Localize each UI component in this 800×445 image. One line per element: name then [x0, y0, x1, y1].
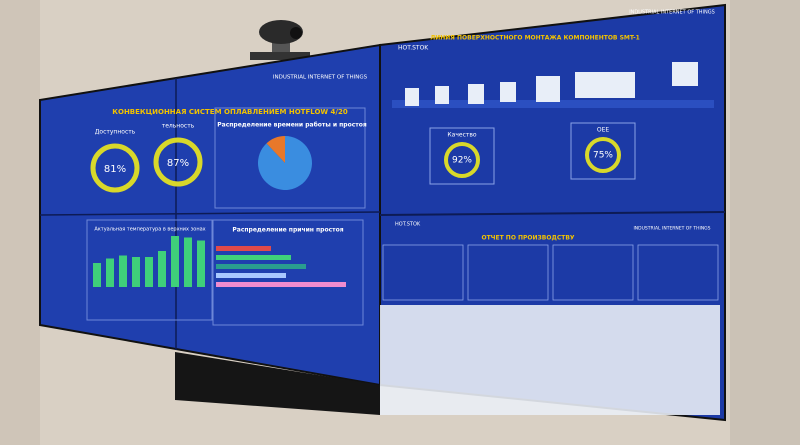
- bezel: [39, 211, 381, 216]
- machine: [575, 72, 635, 98]
- downtime-bar: [216, 282, 346, 287]
- report-chart: [552, 244, 634, 301]
- pie-slice: [266, 136, 285, 163]
- pie-title: Распределение времени работы и простоя: [217, 122, 367, 129]
- gauge-ring: [585, 137, 621, 173]
- report-chart: [382, 244, 464, 301]
- gauge-ring: [153, 137, 203, 187]
- gauge-ring: [90, 143, 140, 193]
- downtime-bar: [216, 273, 286, 278]
- soundbar: [175, 352, 380, 415]
- panel: [214, 107, 366, 209]
- gauge-label: OEE: [597, 127, 610, 134]
- title: КОНВЕКЦИОННАЯ СИСТЕМ ОПЛАВЛЕНИЕМ HOTFLOW…: [112, 108, 348, 116]
- temp-bar: [184, 237, 192, 287]
- panel: [212, 219, 364, 326]
- machine-strip: [392, 100, 714, 108]
- temp-bar: [158, 251, 166, 287]
- report-title: ОТЧЕТ ПО ПРОИЗВОДСТВУ: [481, 235, 574, 242]
- wall-shade: [0, 0, 40, 445]
- machine: [435, 86, 449, 104]
- gauge-value: 75%: [593, 151, 613, 161]
- temp-bar: [106, 258, 114, 287]
- downtime-bar: [216, 246, 271, 251]
- machines: [405, 62, 698, 106]
- gauge-label: тельность: [162, 123, 195, 130]
- machine: [405, 88, 419, 106]
- gauge-label: Качество: [447, 132, 477, 139]
- camera: [259, 20, 303, 44]
- report-logo: HOT.STOK: [395, 222, 421, 228]
- downtime-bar: [216, 264, 306, 269]
- gauge-value: 81%: [104, 164, 126, 175]
- header: INDUSTRIAL INTERNET OF THINGS: [273, 75, 368, 81]
- machine: [536, 76, 560, 102]
- machine: [500, 82, 516, 102]
- machine: [468, 84, 484, 104]
- report-header: INDUSTRIAL INTERNET OF THINGS: [633, 226, 710, 232]
- panel: [570, 122, 636, 180]
- temp-bar: [145, 257, 153, 287]
- header: INDUSTRIAL INTERNET OF THINGS: [629, 10, 715, 16]
- title: ЛИНИЯ ПОВЕРХНОСТНОГО МОНТАЖА КОМПОНЕНТОВ…: [430, 35, 640, 42]
- panel: [86, 219, 213, 321]
- downtime-bar: [216, 255, 291, 260]
- content: INDUSTRIAL INTERNET OF THINGS КОНВЕКЦИОНН…: [86, 10, 719, 326]
- report-chart: [467, 244, 549, 301]
- gauge-ring: [444, 142, 480, 178]
- camera-lens: [290, 27, 302, 39]
- panel: [429, 127, 495, 185]
- temp-bar: [197, 240, 205, 287]
- temp-bar: [119, 255, 127, 287]
- camera-shelf: [250, 52, 310, 60]
- gauge-value: 92%: [452, 156, 472, 166]
- bezel: [379, 211, 726, 216]
- report-table: [380, 305, 720, 415]
- temp-bar: [93, 263, 101, 287]
- gauge-label: Доступность: [95, 129, 136, 136]
- gauge-value: 87%: [167, 158, 189, 169]
- downtime-title: Распределение причин простоя: [232, 227, 343, 234]
- wall-shade: [730, 0, 800, 445]
- temp-bar: [171, 236, 179, 287]
- temp-bar: [132, 257, 140, 287]
- logo: HOT.STOK: [398, 45, 429, 52]
- pie-slice: [257, 136, 312, 190]
- machine: [672, 62, 698, 86]
- report-chart: [637, 244, 719, 301]
- temp-title: Актуальная температура в верхних зонах: [94, 227, 205, 233]
